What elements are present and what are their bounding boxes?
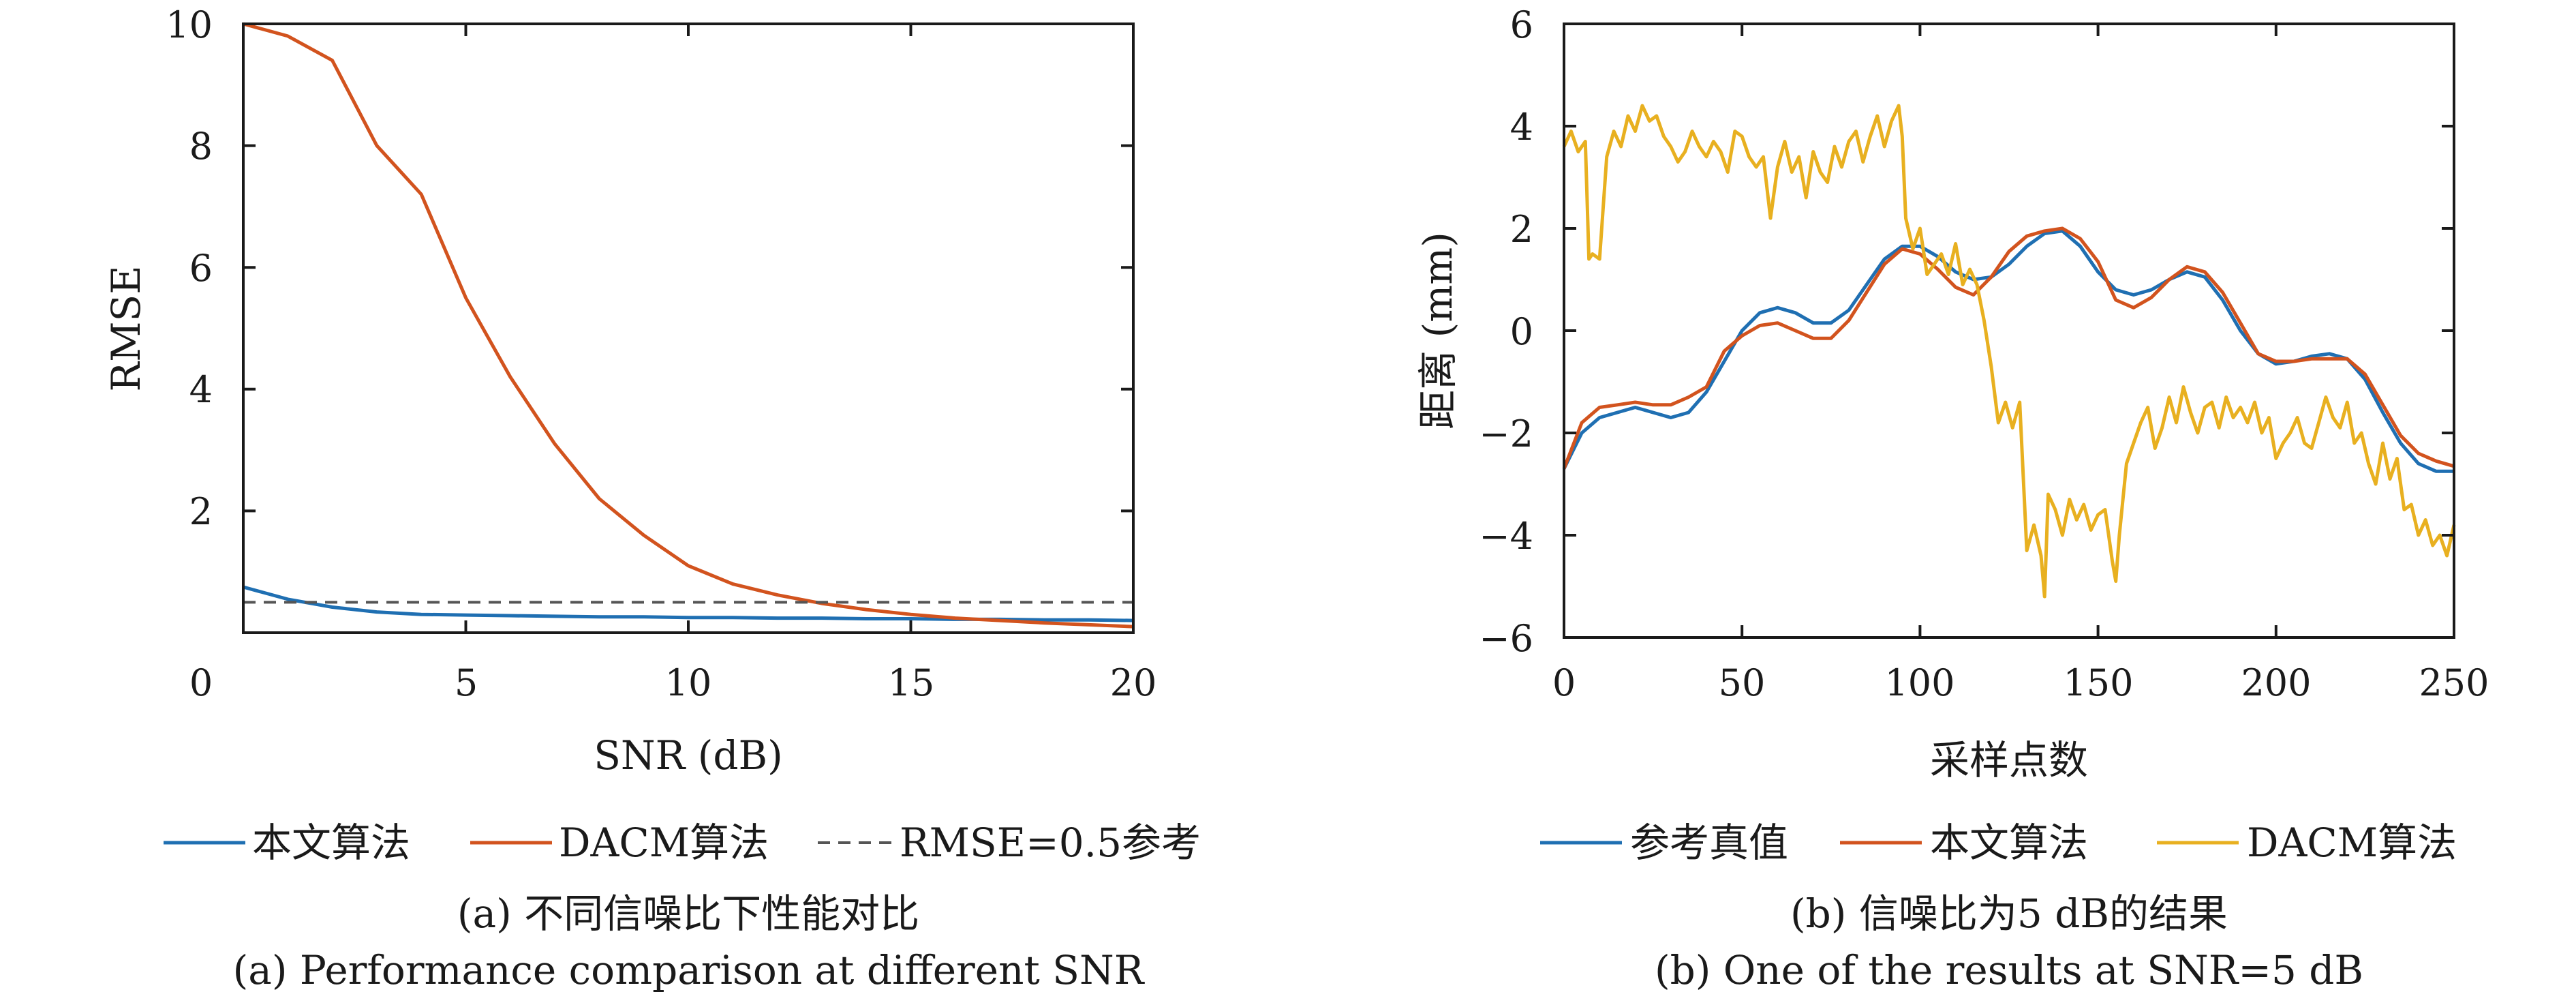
panel-b-legend: 参考真值 本文算法 DACM算法 (1540, 820, 2457, 866)
panel-b-legend-label: DACM算法 (2247, 820, 2457, 866)
panel-b-y-axis-title: 距离 (mm) (1415, 232, 1461, 430)
panel-a-series-line-0 (243, 585, 1134, 622)
panel-a-legend: 本文算法 DACM算法 RMSE=0.5参考 (164, 820, 1201, 866)
panel-b-y-tick-label: −2 (1479, 412, 1533, 455)
panel-b-legend-label: 参考真值 (1630, 820, 1788, 866)
panel-b-x-tick-labels: 0 50 100 150 200 250 (1552, 661, 2489, 704)
panel-a-x-tick-label: 5 (455, 661, 478, 704)
panel-b-caption-en: (b) One of the results at SNR=5 dB (1655, 947, 2363, 992)
panel-b-tick-marks (1563, 22, 2455, 639)
panel-a-legend-label: 本文算法 (252, 820, 410, 866)
panel-b-y-tick-label: 2 (1510, 208, 1533, 251)
panel-a-y-tick-label: 6 (189, 247, 213, 290)
panel-a-x-tick-label: 10 (665, 661, 712, 704)
panel-b-x-tick-label: 50 (1719, 661, 1766, 704)
panel-a-legend-label: RMSE=0.5参考 (900, 820, 1201, 866)
panel-b-caption-cn: (b) 信噪比为5 dB的结果 (1790, 890, 2228, 937)
panel-a-tick-marks (242, 22, 1135, 633)
panel-b-legend-label: 本文算法 (1930, 820, 2088, 866)
panel-b-x-tick-label: 200 (2241, 661, 2311, 704)
panel-b: 0 50 100 150 200 250 6 4 2 0 −2 −4 −6 采样… (1415, 3, 2489, 992)
panel-b-x-tick-label: 150 (2063, 661, 2133, 704)
panel-b-y-tick-label: 6 (1510, 3, 1533, 46)
panel-b-y-tick-label: −4 (1479, 515, 1533, 558)
panel-a-x-tick-labels: 0 5 10 15 20 (189, 661, 1157, 704)
panel-b-x-tick-label: 0 (1552, 661, 1576, 704)
panel-b-x-axis-title: 采样点数 (1930, 737, 2088, 783)
panel-b-y-tick-label: 4 (1510, 106, 1533, 149)
panel-b-y-tick-label: −6 (1479, 617, 1533, 660)
panel-b-series-line-2 (1562, 104, 2456, 599)
panel-a-y-tick-label: 10 (166, 3, 213, 46)
panel-a-y-tick-label: 2 (189, 490, 213, 533)
panel-b-series-line-0 (1562, 229, 2454, 473)
panel-b-plot-frame (1563, 22, 2455, 639)
panel-a-y-axis-title: RMSE (103, 265, 149, 391)
panel-a-x-tick-label: 0 (189, 661, 213, 704)
panel-b-y-tick-labels: 6 4 2 0 −2 −4 −6 (1479, 3, 1533, 660)
panel-b-y-tick-label: 0 (1510, 310, 1533, 353)
panel-a-x-tick-label: 15 (888, 661, 935, 704)
panel-b-x-tick-label: 100 (1884, 661, 1954, 704)
panel-a-series-lines (243, 22, 1134, 629)
panel-a-series-line-1 (243, 22, 1134, 629)
panel-a-caption-cn: (a) 不同信噪比下性能对比 (457, 890, 919, 937)
panel-a-legend-label: DACM算法 (559, 820, 769, 866)
panel-b-series-line-1 (1562, 226, 2455, 470)
panel-a: 0 5 10 15 20 2 4 6 8 10 SNR (dB) RMSE 本文… (103, 3, 1201, 992)
panel-a-y-tick-label: 4 (189, 368, 213, 411)
panel-a-plot-frame (242, 22, 1135, 634)
panel-a-y-tick-label: 8 (189, 125, 213, 168)
panel-b-series-lines (1562, 104, 2456, 599)
panel-a-caption-en: (a) Performance comparison at different … (233, 947, 1146, 992)
panel-b-x-tick-label: 250 (2419, 661, 2489, 704)
panel-a-x-axis-title: SNR (dB) (594, 732, 783, 779)
panel-a-y-tick-labels: 2 4 6 8 10 (166, 3, 213, 533)
panel-a-x-tick-label: 20 (1110, 661, 1157, 704)
